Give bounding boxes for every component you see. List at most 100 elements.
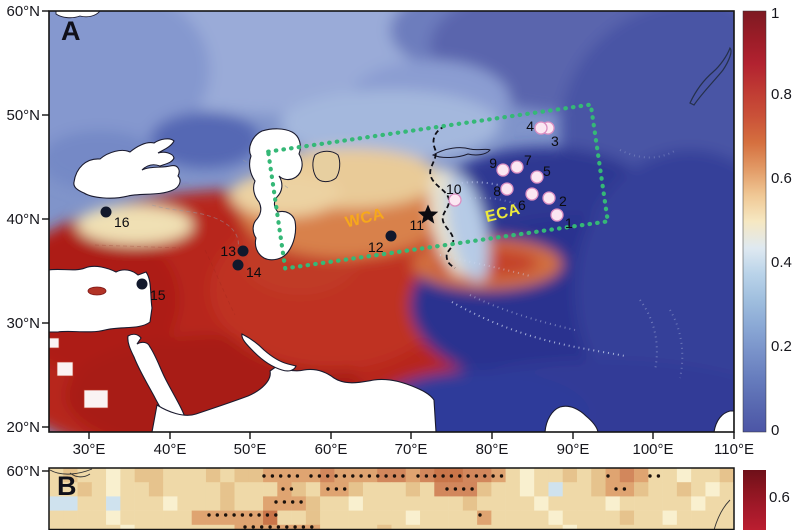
site-number-8: 8 bbox=[493, 183, 501, 199]
heatmap-cell bbox=[648, 510, 663, 526]
heatmap-cell bbox=[220, 524, 235, 529]
black-site-marker-14 bbox=[232, 259, 244, 271]
heatmap-cell bbox=[676, 496, 692, 511]
heatmap-cell bbox=[662, 496, 678, 511]
heatmap-cell bbox=[519, 524, 535, 529]
heatmap-cell bbox=[148, 468, 164, 483]
heatmap-cell bbox=[676, 524, 692, 529]
heatmap-cell bbox=[434, 524, 449, 529]
stipple-dot bbox=[265, 513, 270, 517]
heatmap-cell bbox=[534, 510, 549, 526]
heatmap-cell bbox=[277, 510, 292, 526]
heatmap-cell bbox=[391, 510, 407, 526]
heatmap-cell bbox=[534, 496, 549, 511]
heatmap-cell bbox=[576, 510, 592, 526]
heatmap-cell bbox=[519, 468, 535, 483]
colorbar-b bbox=[743, 470, 766, 530]
heatmap-cell bbox=[548, 524, 564, 529]
stipple-dot bbox=[376, 474, 380, 478]
stipple-dot bbox=[445, 487, 449, 491]
heatmap-cell bbox=[505, 468, 521, 483]
heatmap-cell bbox=[705, 524, 720, 529]
heatmap-cell bbox=[334, 510, 349, 526]
heatmap-cell bbox=[277, 524, 292, 529]
study-region-box bbox=[265, 102, 611, 271]
stipple-dot bbox=[424, 474, 429, 478]
heatmap-cell bbox=[462, 510, 478, 526]
heatmap-cell bbox=[134, 524, 150, 529]
heatmap-cell bbox=[91, 496, 107, 511]
heatmap-cell bbox=[491, 496, 506, 511]
heatmap-cell bbox=[320, 524, 335, 529]
heatmap-cell bbox=[348, 496, 364, 511]
heatmap-cell bbox=[191, 482, 207, 497]
heatmap-cell bbox=[662, 468, 678, 483]
stipple-dot bbox=[401, 474, 405, 478]
heatmap-cell bbox=[205, 496, 221, 511]
heatmap-cell bbox=[120, 524, 135, 529]
heatmap-cell bbox=[305, 496, 321, 511]
heatmap-cell bbox=[191, 496, 207, 511]
site-number-3: 3 bbox=[551, 133, 559, 149]
heatmap-cell bbox=[77, 524, 93, 529]
heatmap-cell bbox=[134, 510, 150, 526]
heatmap-cell bbox=[405, 496, 421, 511]
stipple-dot bbox=[270, 474, 275, 478]
heatmap-cell bbox=[562, 496, 578, 511]
stipple-dot bbox=[287, 474, 291, 478]
stipple-dot bbox=[622, 487, 627, 491]
heatmap-cell bbox=[534, 468, 549, 483]
heatmap-cell bbox=[248, 524, 264, 529]
black-site-marker-12 bbox=[385, 230, 397, 242]
heatmap-cell bbox=[305, 482, 321, 497]
heatmap-cell bbox=[691, 468, 706, 483]
stipple-dot bbox=[441, 474, 445, 478]
heatmap-cell bbox=[134, 496, 150, 511]
heatmap-cell bbox=[205, 524, 221, 529]
heatmap-cell bbox=[420, 496, 435, 511]
heatmap-cell bbox=[234, 468, 250, 483]
heatmap-cell bbox=[234, 524, 250, 529]
heatmap-cell bbox=[705, 510, 720, 526]
stipple-dot bbox=[466, 474, 470, 478]
heatmap-cell bbox=[220, 468, 235, 483]
heatmap-cell bbox=[348, 510, 364, 526]
stipple-dot bbox=[251, 525, 255, 529]
heatmap-cell bbox=[177, 496, 192, 511]
heatmap-cell bbox=[91, 524, 107, 529]
heatmap-cell bbox=[234, 496, 250, 511]
site-number-13: 13 bbox=[220, 243, 236, 259]
stipple-dot bbox=[224, 513, 228, 517]
heatmap-cell bbox=[334, 496, 349, 511]
site-number-1: 1 bbox=[565, 215, 573, 231]
heatmap-cell bbox=[719, 510, 734, 526]
site-number-14: 14 bbox=[246, 264, 262, 280]
heatmap-cell bbox=[77, 482, 93, 497]
heatmap-cell bbox=[548, 482, 564, 497]
black-site-marker-13 bbox=[237, 245, 249, 257]
heatmap-cell bbox=[49, 510, 64, 526]
heatmap-cell bbox=[591, 510, 606, 526]
arabian-sea bbox=[151, 365, 437, 432]
axis-ticks bbox=[42, 10, 735, 472]
heatmap-cell bbox=[662, 510, 678, 526]
heatmap-cell bbox=[263, 468, 278, 483]
heatmap-cell bbox=[505, 482, 521, 497]
heatmap-cell bbox=[391, 468, 407, 483]
heatmap-cell bbox=[648, 482, 663, 497]
heatmap-cell bbox=[148, 510, 164, 526]
heatmap-cell bbox=[634, 496, 649, 511]
heatmap-cell bbox=[377, 482, 392, 497]
stipple-dot bbox=[279, 474, 283, 478]
heatmap-cell bbox=[648, 496, 663, 511]
stipple-dot bbox=[384, 474, 388, 478]
panel-a-frame bbox=[48, 10, 735, 433]
stipple-dot bbox=[343, 487, 347, 491]
heatmap-cell bbox=[91, 482, 107, 497]
stipple-dot bbox=[260, 525, 264, 529]
pink-site-marker-8 bbox=[500, 182, 514, 196]
heatmap-cell bbox=[148, 482, 164, 497]
heatmap-cell bbox=[448, 524, 464, 529]
